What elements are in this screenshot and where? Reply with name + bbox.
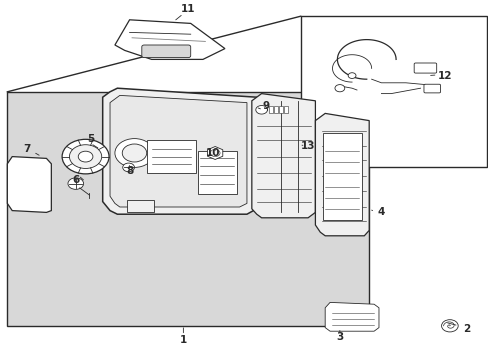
Text: 3: 3 [336, 332, 343, 342]
FancyBboxPatch shape [142, 45, 190, 58]
Text: 6: 6 [72, 175, 79, 185]
FancyBboxPatch shape [413, 63, 436, 73]
Text: 9: 9 [263, 101, 269, 111]
Bar [146, 140, 195, 173]
Circle shape [210, 149, 220, 157]
Text: 10: 10 [205, 148, 220, 158]
Bar [7, 92, 368, 326]
Bar [198, 151, 237, 194]
Circle shape [122, 163, 134, 172]
Polygon shape [7, 157, 51, 212]
Bar [268, 106, 272, 113]
Text: 7: 7 [23, 144, 31, 154]
Circle shape [69, 145, 102, 168]
Bar [322, 133, 361, 220]
Circle shape [68, 178, 83, 189]
Text: 8: 8 [126, 166, 133, 176]
Polygon shape [325, 302, 378, 331]
Circle shape [441, 320, 457, 332]
Circle shape [334, 85, 344, 92]
Circle shape [122, 144, 146, 162]
Text: 2: 2 [463, 324, 469, 334]
Text: 4: 4 [377, 207, 385, 217]
FancyBboxPatch shape [423, 84, 440, 93]
Circle shape [78, 151, 93, 162]
Polygon shape [110, 95, 246, 207]
Text: 13: 13 [300, 141, 315, 151]
Polygon shape [315, 113, 368, 236]
Polygon shape [102, 88, 256, 214]
Circle shape [115, 139, 154, 167]
Polygon shape [251, 94, 315, 218]
Circle shape [347, 73, 355, 78]
Polygon shape [255, 105, 267, 114]
Text: 12: 12 [437, 71, 451, 81]
Text: 11: 11 [181, 4, 195, 14]
Bar [127, 200, 154, 212]
Circle shape [62, 139, 109, 174]
Bar [278, 106, 282, 113]
Bar [300, 16, 486, 167]
Bar [283, 106, 287, 113]
Polygon shape [115, 20, 224, 59]
Text: 1: 1 [180, 335, 186, 345]
Bar [273, 106, 277, 113]
Text: 5: 5 [87, 134, 94, 144]
